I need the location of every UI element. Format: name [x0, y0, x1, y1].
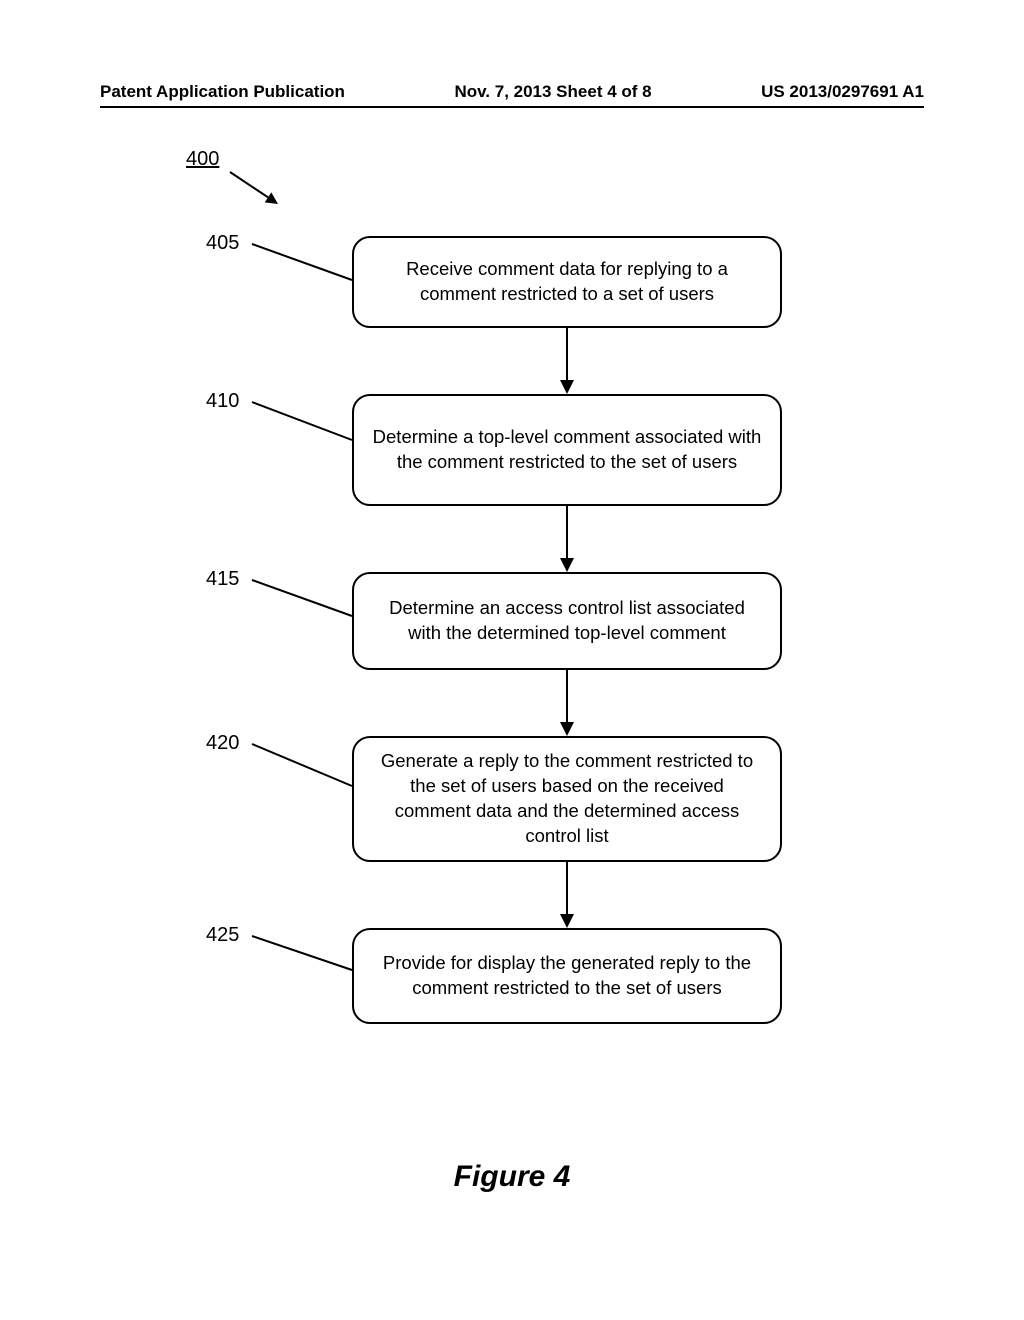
step-label-420: 420 — [206, 732, 239, 755]
step-text: Determine an access control list associa… — [372, 596, 762, 646]
flowchart-step-415: Determine an access control list associa… — [352, 572, 782, 670]
page-header: Patent Application Publication Nov. 7, 2… — [100, 82, 924, 102]
header-right: US 2013/0297691 A1 — [761, 82, 924, 102]
flowchart-step-420: Generate a reply to the comment restrict… — [352, 736, 782, 862]
step-text: Determine a top-level comment associated… — [372, 425, 762, 475]
step-text: Provide for display the generated reply … — [372, 951, 762, 1001]
header-center: Nov. 7, 2013 Sheet 4 of 8 — [454, 82, 651, 102]
header-rule — [100, 106, 924, 108]
flowchart-step-410: Determine a top-level comment associated… — [352, 394, 782, 506]
step-label-405: 405 — [206, 232, 239, 255]
flowchart-step-425: Provide for display the generated reply … — [352, 928, 782, 1024]
header-left: Patent Application Publication — [100, 82, 345, 102]
step-text: Receive comment data for replying to a c… — [372, 257, 762, 307]
flowchart-reference-number: 400 — [186, 148, 219, 171]
flowchart-step-405: Receive comment data for replying to a c… — [352, 236, 782, 328]
figure-caption: Figure 4 — [0, 1160, 1024, 1194]
step-label-410: 410 — [206, 390, 239, 413]
page: Patent Application Publication Nov. 7, 2… — [0, 0, 1024, 1320]
step-text: Generate a reply to the comment restrict… — [372, 749, 762, 849]
step-label-425: 425 — [206, 924, 239, 947]
step-label-415: 415 — [206, 568, 239, 591]
